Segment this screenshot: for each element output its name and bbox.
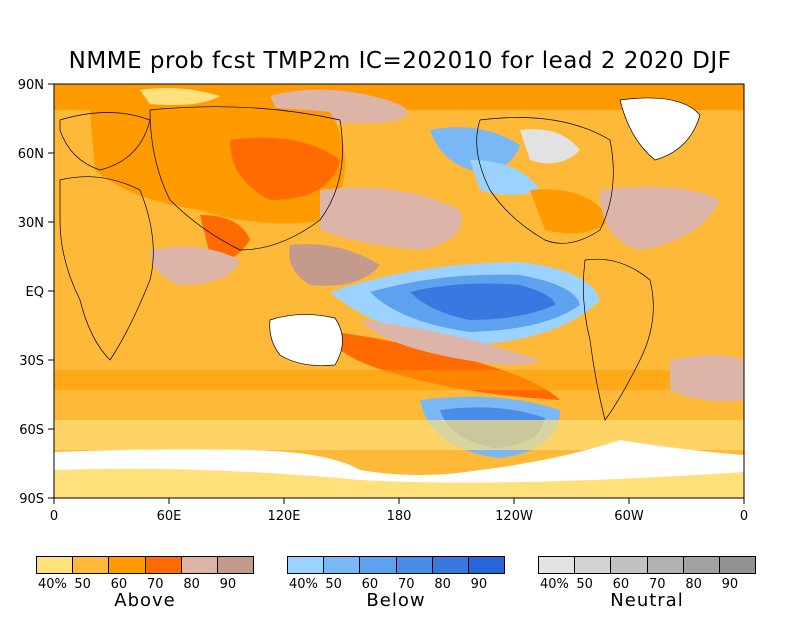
legend-swatch	[396, 557, 433, 573]
north-america-warm	[530, 189, 610, 234]
legend-swatch	[468, 557, 505, 573]
legend-tick: 90	[721, 577, 739, 592]
legend-neutral-bar	[538, 556, 756, 574]
southern-warm-band	[54, 370, 744, 390]
north-atlantic-brown	[600, 186, 720, 250]
legend-swatch	[324, 557, 361, 573]
legend-neutral-title: Neutral	[610, 590, 684, 611]
southern-atlantic-brown	[670, 355, 744, 402]
lat-label: 30S	[19, 354, 44, 369]
greenland-ice	[620, 97, 700, 160]
legend-swatch	[360, 557, 397, 573]
legend-swatch	[181, 557, 218, 573]
legend-neutral: 40% 50 60 70 80 90 Neutral	[538, 556, 756, 611]
legend-swatch	[719, 557, 756, 573]
legend-tick: 40%	[289, 577, 318, 592]
legend-tick: 40%	[38, 577, 67, 592]
coastlines	[59, 97, 701, 421]
lon-label: 0	[50, 509, 58, 524]
lat-label: 30N	[18, 216, 44, 231]
greenland-outline	[619, 97, 701, 161]
alaska-cold	[430, 127, 520, 171]
lat-label: 90N	[18, 78, 44, 93]
map-title: NMME prob fcst TMP2m IC=202010 for lead …	[68, 48, 732, 74]
legend-below-bar	[287, 556, 505, 574]
legend-tick: 60	[361, 577, 379, 592]
legend-below-ticks: 40% 50 60 70 80 90	[287, 577, 505, 592]
legend-above-ticks: 40% 50 60 70 80 90	[36, 577, 254, 592]
legend-tick: 80	[434, 577, 451, 592]
south-asia-brown	[150, 246, 240, 285]
legend-tick: 50	[74, 577, 91, 592]
legend-tick: 80	[685, 577, 702, 592]
asia-outline	[149, 106, 343, 251]
asia-strong-warm	[230, 137, 340, 200]
legend-below: 40% 50 60 70 80 90 Below	[287, 556, 505, 611]
legend-neutral-ticks: 40% 50 60 70 80 90	[538, 577, 756, 592]
lon-label: 120W	[495, 509, 533, 524]
lon-label: 60E	[157, 509, 182, 524]
west-pacific-brown	[289, 244, 380, 286]
legend-above-title: Above	[114, 590, 176, 611]
legend-tick: 70	[397, 577, 415, 592]
legend-swatch	[109, 557, 146, 573]
north-america-neutral	[520, 129, 580, 164]
north-pacific-brown	[320, 187, 462, 250]
south-america-outline	[583, 258, 654, 421]
europe-outline	[59, 112, 151, 171]
legend-swatch	[145, 557, 182, 573]
lat-label: EQ	[26, 285, 44, 300]
legend-swatch	[288, 557, 325, 573]
legend-tick: 90	[470, 577, 488, 592]
legend-tick: 40%	[540, 577, 569, 592]
legend-swatch	[575, 557, 612, 573]
legend-tick: 90	[219, 577, 237, 592]
canada-cold	[470, 160, 540, 195]
legend-tick: 50	[576, 577, 593, 592]
south-pacific-brown	[360, 320, 540, 365]
legend-swatch	[217, 557, 254, 573]
legend-swatch	[73, 557, 110, 573]
legend-tick: 70	[146, 577, 164, 592]
legend-tick: 60	[110, 577, 128, 592]
legend-swatch	[611, 557, 648, 573]
north-america-outline	[476, 117, 614, 244]
la-nina-cold-core	[410, 283, 555, 320]
legend-below-title: Below	[366, 590, 426, 611]
lat-label: 60S	[19, 423, 44, 438]
legend-swatch	[539, 557, 576, 573]
legend-swatch	[37, 557, 74, 573]
legend-above: 40% 50 60 70 80 90 Above	[36, 556, 254, 611]
legend-tick: 50	[325, 577, 342, 592]
legend-tick: 80	[183, 577, 200, 592]
lat-label: 90S	[19, 492, 44, 507]
legend-tick: 70	[648, 577, 666, 592]
lon-label: 60W	[614, 509, 644, 524]
latitude-axis: 90N 60N 30N EQ 30S 60S 90S	[18, 78, 54, 507]
africa-outline	[59, 176, 154, 361]
legend-swatch	[647, 557, 684, 573]
australia	[269, 314, 343, 366]
lon-label: 0	[740, 509, 748, 524]
lon-label: 120E	[267, 509, 300, 524]
legend-swatch	[683, 557, 720, 573]
antarctic-warm-band	[54, 468, 744, 498]
lat-label: 60N	[18, 147, 44, 162]
legend-tick: 60	[612, 577, 630, 592]
legend-above-bar	[36, 556, 254, 574]
arctic-light-region	[140, 88, 220, 105]
legend-swatch	[432, 557, 469, 573]
lon-label: 180	[387, 509, 412, 524]
probability-field	[54, 84, 744, 498]
longitude-axis: 0 60E 120E 180 120W 60W 0	[50, 498, 748, 524]
